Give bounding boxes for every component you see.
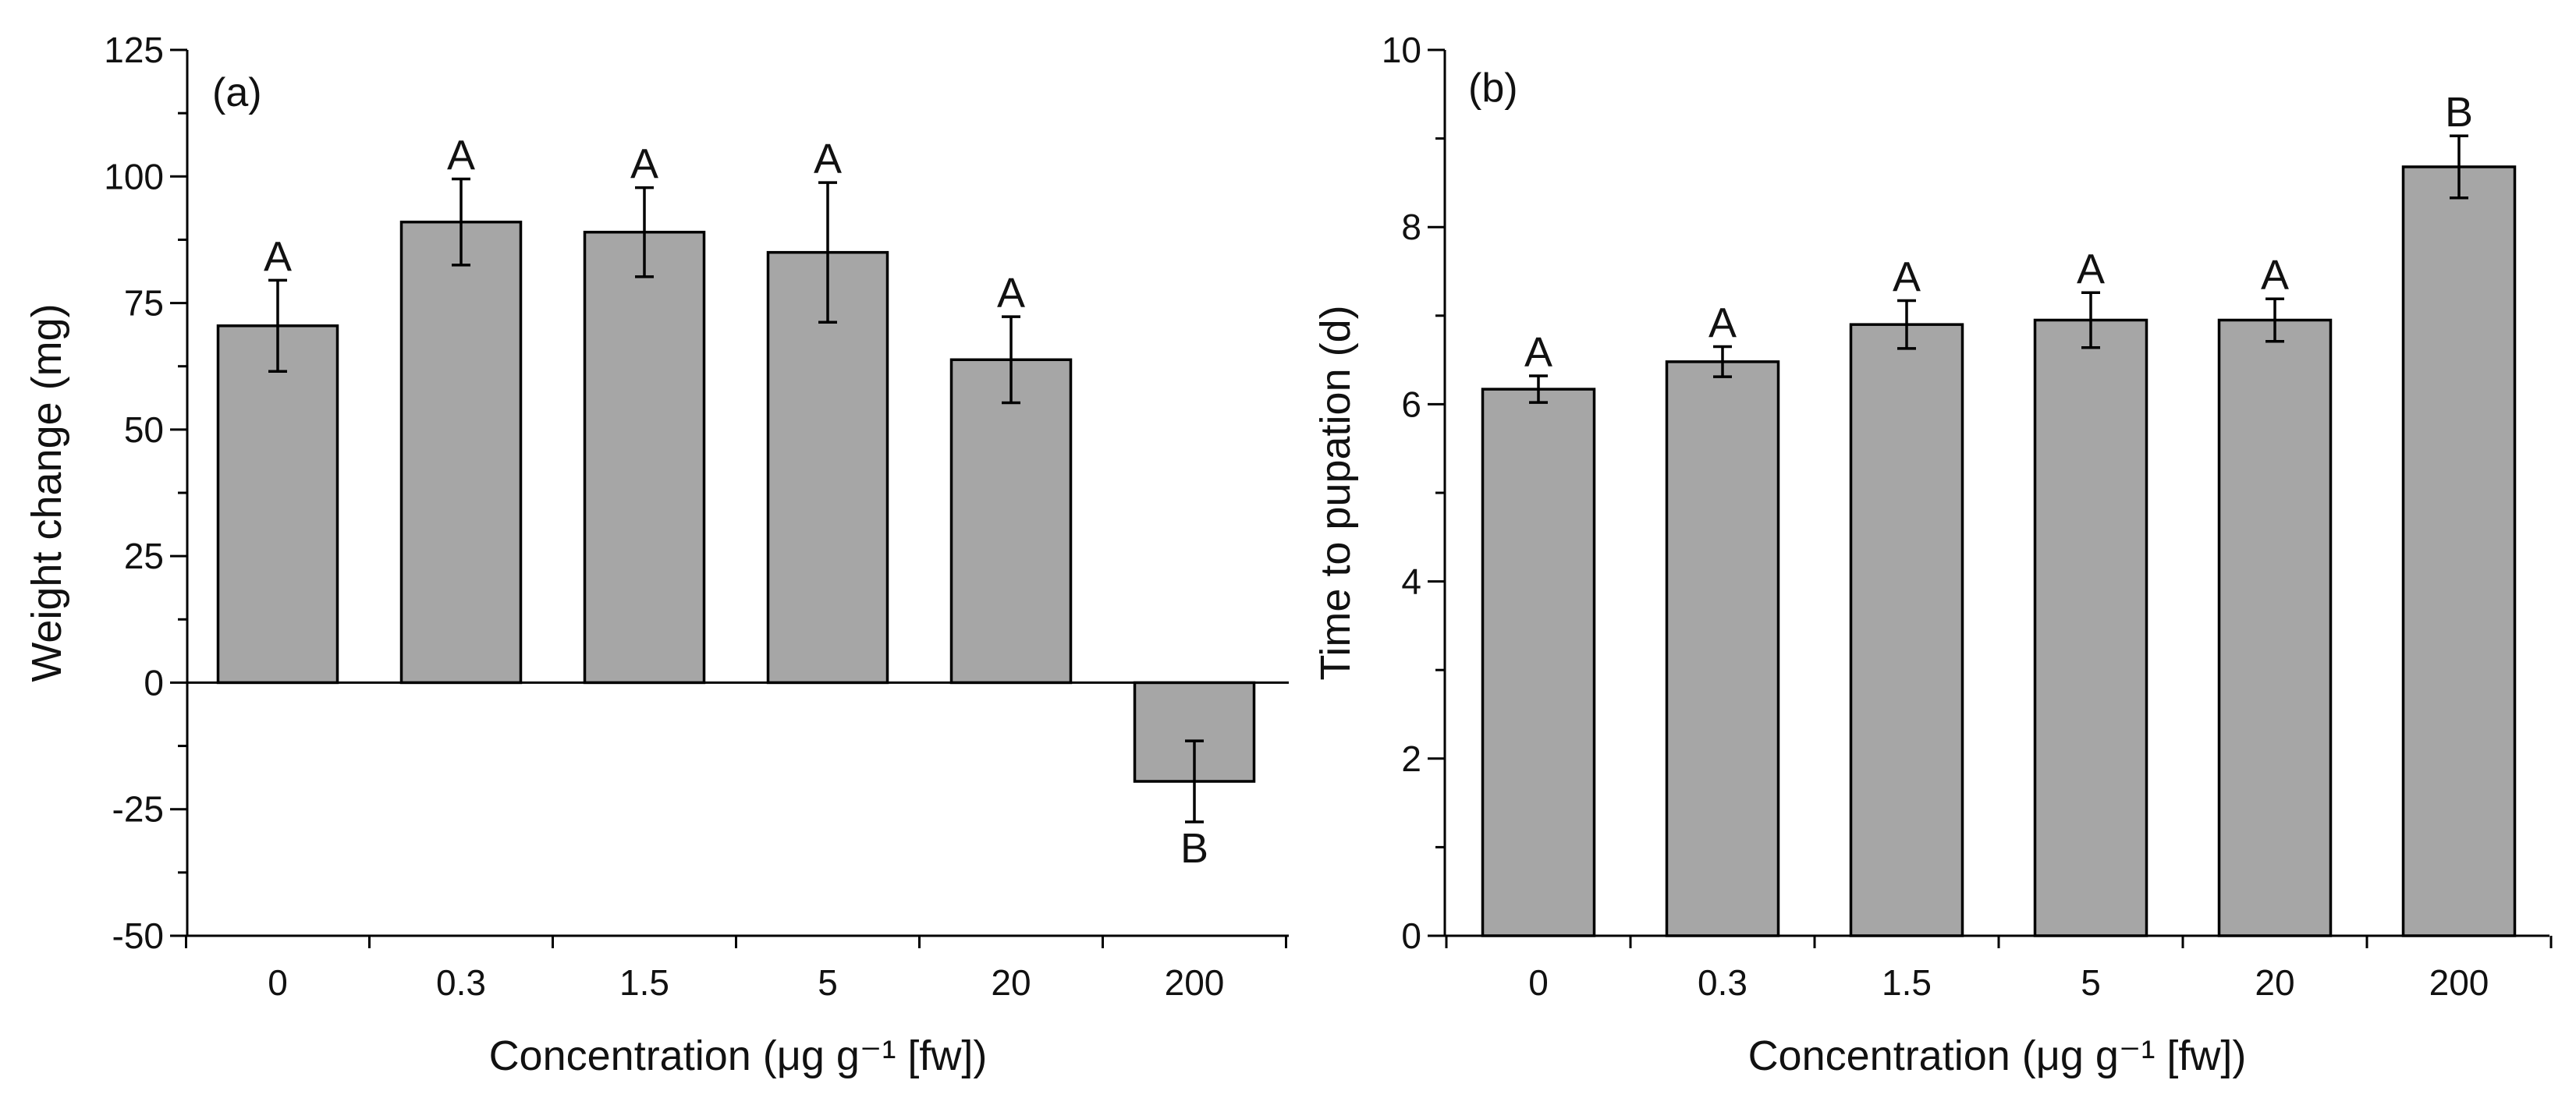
panel-b-significance-letter-20: A xyxy=(2261,252,2289,299)
panel-a-x-tick-label-200: 200 xyxy=(1165,962,1225,1003)
panel-b-y-tick-label: 6 xyxy=(1401,384,1421,424)
panel-a-x-tick-label-0: 0 xyxy=(268,962,288,1003)
panel-a-y-tick-label: 100 xyxy=(104,156,164,197)
panel-b-y-tick-label: 8 xyxy=(1401,207,1421,247)
panel-a-y-tick-label: 125 xyxy=(104,30,164,70)
panel-b-significance-letter-200: B xyxy=(2445,89,2473,136)
panel-b-bar-5 xyxy=(2033,318,2148,937)
panel-a-y-tick-label: 50 xyxy=(124,409,164,450)
panel-b-significance-letter-0: A xyxy=(1524,329,1552,376)
panel-b-y-tick-label: 4 xyxy=(1401,561,1421,602)
panel-b-x-tick-label-1.5: 1.5 xyxy=(1882,962,1932,1003)
panel-a-bar-5 xyxy=(766,250,889,685)
panel-a-error-bar-200 xyxy=(1185,739,1204,823)
panel-b-significance-letter-0.3: A xyxy=(1708,300,1737,347)
panel-b-significance-letter-5: A xyxy=(2077,246,2105,292)
panel-a-significance-letter-0.3: A xyxy=(447,133,475,179)
panel-a-bar-20 xyxy=(949,358,1073,685)
panel-a-error-bar-0.3 xyxy=(452,177,470,267)
panel-b-x-axis-title: Concentration (μg g⁻¹ [fw]) xyxy=(1748,1032,2247,1079)
panel-b-bar-0.3 xyxy=(1665,360,1780,937)
panel-b-error-bar-5 xyxy=(2081,291,2100,349)
panel-b-x-tick-label-0.3: 0.3 xyxy=(1698,962,1747,1003)
panel-b-bar-20 xyxy=(2217,318,2333,937)
panel-a-significance-letter-5: A xyxy=(814,136,842,182)
panel-b-y-tick-label: 10 xyxy=(1382,30,1421,70)
panel-a-error-bar-5 xyxy=(818,181,837,324)
panel-b-significance-letter-1.5: A xyxy=(1893,253,1921,300)
panel-a-y-tick-label: -25 xyxy=(112,789,164,830)
panel-b-error-bar-20 xyxy=(2266,297,2284,343)
panel-a-bar-0.3 xyxy=(399,220,523,685)
panel-a-y-tick-label: 0 xyxy=(144,662,164,703)
panel-a-label: (a) xyxy=(212,70,262,115)
panel-b-error-bar-1.5 xyxy=(1897,299,1916,350)
panel-a-y-tick-label: 25 xyxy=(124,536,164,576)
panel-a-x-tick-label-0.3: 0.3 xyxy=(436,962,486,1003)
panel-b-y-axis-title: Time to pupation (d) xyxy=(1312,305,1359,680)
panel-a-error-bar-0 xyxy=(268,278,287,373)
panel-b-bar-1.5 xyxy=(1849,323,1964,937)
panel-a-error-bar-1.5 xyxy=(635,186,654,278)
panel-b-y-tick-label: 2 xyxy=(1401,738,1421,779)
panel-a-weight-change: A A A A A B -50 -25 0 25 50 75 100 125 0 0.3 1.5 5 20 200 Co… xyxy=(23,30,1289,1079)
panel-a-bar-0 xyxy=(216,324,339,685)
panel-a-significance-letter-1.5: A xyxy=(630,141,658,188)
panel-b-bar-0 xyxy=(1481,388,1596,937)
panel-a-x-tick-label-1.5: 1.5 xyxy=(619,962,669,1003)
panel-a-error-bar-20 xyxy=(1002,315,1020,405)
panel-a-y-tick-label: 75 xyxy=(124,283,164,324)
panel-b-error-bar-0 xyxy=(1529,374,1548,404)
panel-b-bar-200 xyxy=(2401,165,2517,937)
panel-a-significance-letter-20: A xyxy=(997,270,1025,317)
panel-a-x-tick-label-5: 5 xyxy=(818,962,838,1003)
panel-a-x-axis-title: Concentration (μg g⁻¹ [fw]) xyxy=(489,1032,988,1079)
panel-a-y-tick-label: -50 xyxy=(112,915,164,956)
panel-b-x-tick-label-0: 0 xyxy=(1528,962,1549,1003)
panel-b-label: (b) xyxy=(1468,66,1518,111)
panel-a-significance-letter-200: B xyxy=(1180,825,1208,872)
panel-b-error-bar-0.3 xyxy=(1713,345,1732,378)
panel-b-x-tick-label-20: 20 xyxy=(2255,962,2294,1003)
panel-a-y-axis-title: Weight change (mg) xyxy=(23,303,70,682)
panel-a-x-tick-label-20: 20 xyxy=(991,962,1031,1003)
panel-b-x-tick-label-5: 5 xyxy=(2081,962,2101,1003)
panel-b-x-tick-label-200: 200 xyxy=(2429,962,2489,1003)
panel-a-bar-1.5 xyxy=(583,230,706,685)
panel-b-time-to-pupation: A A A A A B 0 2 4 6 8 10 0 0.3 1.5 5 20 200 Concentration … xyxy=(1312,30,2553,1079)
panel-b-error-bar-200 xyxy=(2450,134,2468,200)
panel-a-significance-letter-0: A xyxy=(264,233,292,280)
panel-b-y-tick-label: 0 xyxy=(1401,915,1421,956)
